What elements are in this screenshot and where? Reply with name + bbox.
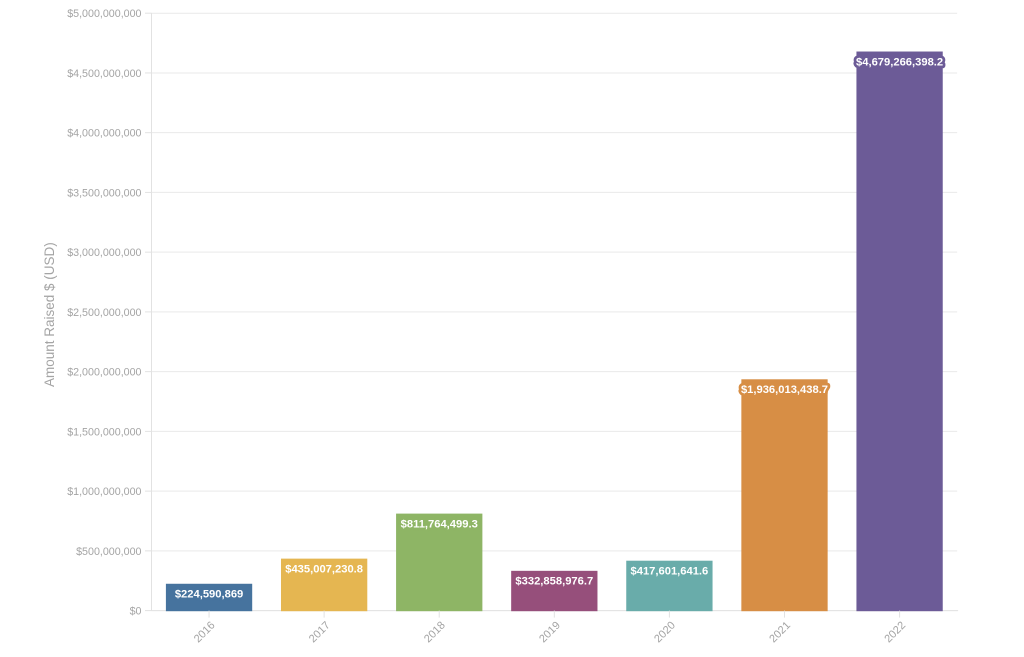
svg-text:$435,007,230.8: $435,007,230.8 xyxy=(285,564,363,576)
svg-text:$1,000,000,000: $1,000,000,000 xyxy=(67,486,141,498)
svg-text:$3,000,000,000: $3,000,000,000 xyxy=(67,247,141,259)
svg-text:$4,679,266,398.2: $4,679,266,398.2 xyxy=(856,56,943,68)
svg-text:$417,601,641.6: $417,601,641.6 xyxy=(631,566,709,578)
svg-text:$2,000,000,000: $2,000,000,000 xyxy=(67,367,141,379)
svg-text:$332,858,976.7: $332,858,976.7 xyxy=(515,576,593,588)
svg-text:$4,500,000,000: $4,500,000,000 xyxy=(67,68,141,80)
svg-text:$4,000,000,000: $4,000,000,000 xyxy=(67,128,141,140)
svg-text:$500,000,000: $500,000,000 xyxy=(76,546,141,558)
svg-text:$5,000,000,000: $5,000,000,000 xyxy=(67,8,141,20)
svg-text:$0: $0 xyxy=(130,606,142,618)
svg-text:$2,500,000,000: $2,500,000,000 xyxy=(67,307,141,319)
svg-text:$3,500,000,000: $3,500,000,000 xyxy=(67,187,141,199)
svg-text:$224,590,869: $224,590,869 xyxy=(175,589,243,601)
svg-text:$1,936,013,438.7: $1,936,013,438.7 xyxy=(741,384,828,396)
svg-text:Amount Raised $ (USD): Amount Raised $ (USD) xyxy=(42,242,57,387)
svg-text:$811,764,499.3: $811,764,499.3 xyxy=(401,519,478,531)
svg-text:$1,500,000,000: $1,500,000,000 xyxy=(67,426,141,438)
